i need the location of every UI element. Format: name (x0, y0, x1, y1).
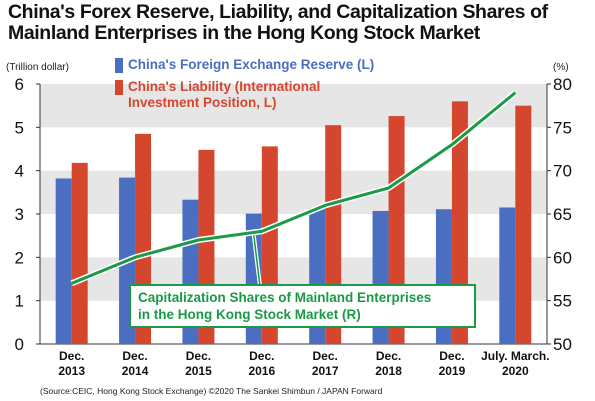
annotation-box (129, 284, 476, 328)
x-tick-label-line: Dec. (186, 349, 211, 363)
chart-title: China's Forex Reserve, Liability, and Ca… (8, 2, 548, 44)
x-tick-label: July. March. 2020 (481, 349, 549, 378)
reserve-bar (499, 207, 516, 344)
left-tick-label: 3 (15, 205, 24, 224)
right-tick-label: 80 (553, 75, 572, 94)
legend-swatch (115, 58, 123, 73)
x-tick-label-line: Dec. (313, 349, 338, 363)
left-tick-label: 5 (15, 118, 24, 137)
annotation-text-line: Capitalization Shares of Mainland Enterp… (138, 290, 431, 305)
capitalization-line (71, 91, 517, 285)
annotation-leader (253, 235, 261, 286)
legend-label: China's Foreign Exchange Reserve (L) (128, 57, 374, 72)
left-tick-label: 6 (15, 75, 24, 94)
source-credit: (Source:CEIC, Hong Kong Stock Exchange) … (40, 386, 383, 396)
x-tick-label: Dec. 2019 (439, 349, 466, 378)
x-tick-label-line: 2014 (122, 364, 149, 378)
left-axis-unit-label: (Trillion dollar) (6, 62, 69, 73)
x-tick-label: Dec. 2014 (122, 349, 149, 378)
legend-label-line: Investment Position, L) (128, 95, 277, 110)
x-tick-label-line: Dec. (376, 349, 401, 363)
liability-bar (71, 162, 88, 344)
chart-title-line-2: Mainland Enterprises in the Hong Kong St… (8, 22, 480, 44)
x-tick-label-line: Dec. (59, 349, 84, 363)
x-tick-label: Dec. 2015 (185, 349, 212, 378)
x-tick-label-line: 2020 (502, 364, 529, 378)
left-tick-label: 4 (15, 162, 24, 181)
right-tick-label: 60 (553, 248, 572, 267)
right-tick-label: 65 (553, 205, 572, 224)
legend-label-line: China's Foreign Exchange Reserve (L) (128, 57, 374, 72)
x-tick-label-line: Dec. (122, 349, 147, 363)
right-tick-label: 55 (553, 292, 572, 311)
x-tick-label-line: 2016 (248, 364, 275, 378)
x-tick-label-line: 2015 (185, 364, 212, 378)
x-tick-label: Dec. 2017 (312, 349, 339, 378)
x-tick-label: Dec. 2018 (375, 349, 402, 378)
x-tick-label: Dec. 2013 (58, 349, 85, 378)
x-tick-label-line: 2019 (439, 364, 466, 378)
left-tick-label: 0 (15, 335, 24, 354)
left-tick-label: 1 (15, 292, 24, 311)
x-tick-label-line: July. March. (481, 349, 549, 363)
x-tick-label-line: 2013 (58, 364, 85, 378)
legend-swatch (115, 80, 123, 95)
x-tick-label-line: 2017 (312, 364, 339, 378)
x-tick-label-line: 2018 (375, 364, 402, 378)
right-tick-label: 50 (553, 335, 572, 354)
x-tick-label-line: Dec. (439, 349, 464, 363)
legend-label: China's Liability (International Investme… (128, 79, 320, 110)
right-axis-unit-label: (%) (553, 62, 569, 73)
left-tick-label: 2 (15, 248, 24, 267)
liability-bar (515, 105, 532, 345)
annotation-text-line: in the Hong Kong Stock Market (R) (138, 307, 361, 322)
liability-bar (451, 101, 468, 344)
reserve-bar (55, 178, 72, 344)
x-tick-label: Dec. 2016 (248, 349, 275, 378)
right-tick-label: 75 (553, 118, 572, 137)
legend-label-line: China's Liability (International (128, 79, 320, 94)
x-tick-label-line: Dec. (249, 349, 274, 363)
annotation-text: Capitalization Shares of Mainland Enterp… (138, 290, 431, 322)
chart-title-line-1: China's Forex Reserve, Liability, and Ca… (8, 1, 548, 23)
grid-band (40, 170, 547, 214)
right-tick-label: 70 (553, 162, 572, 181)
